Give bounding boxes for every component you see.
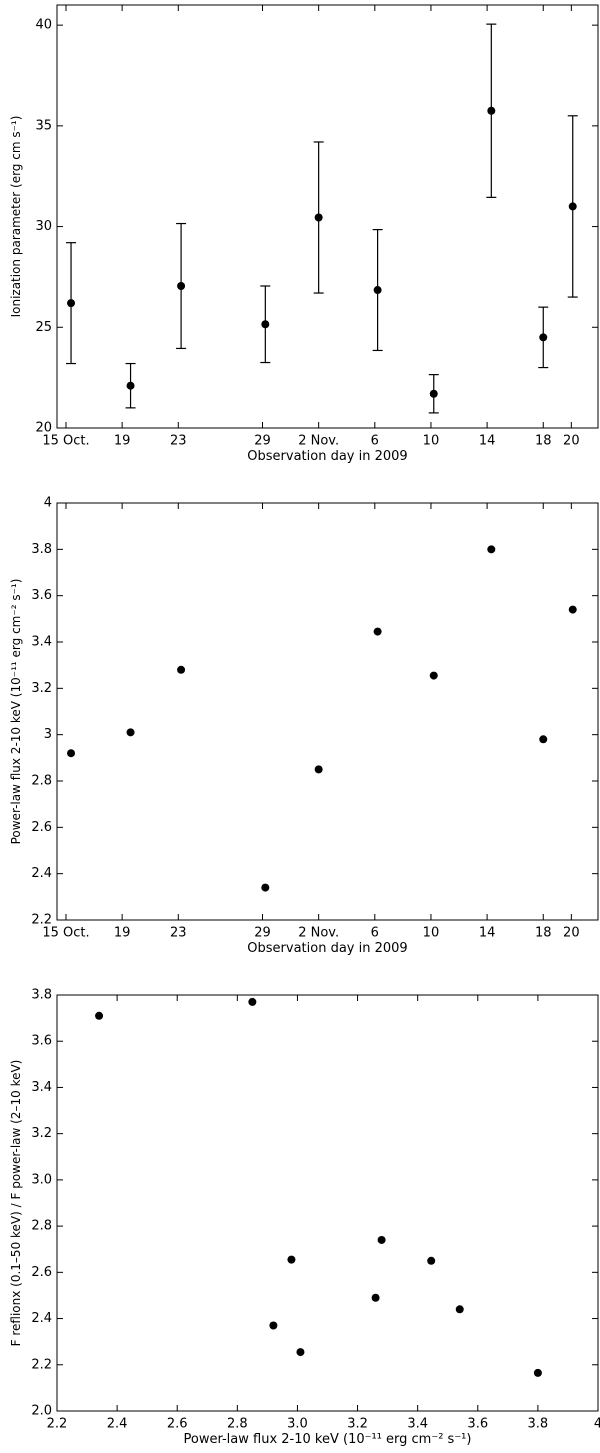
plot-frame (56, 4, 599, 429)
x-tick-label: 6 (371, 434, 379, 449)
x-tick-label: 23 (170, 434, 187, 449)
y-tick-label: 3.8 (31, 542, 52, 557)
point (377, 1235, 386, 1244)
x-tick-label: 3.8 (528, 1417, 549, 1432)
point (126, 381, 135, 390)
x-tick-label: 2.4 (107, 1417, 128, 1432)
point (126, 728, 135, 737)
x-tick-label: 19 (114, 926, 131, 941)
y-tick-label: 3.6 (31, 588, 52, 603)
point (373, 627, 382, 636)
y-tick-label: 3.4 (31, 1080, 52, 1095)
y-tick-label: 2.4 (31, 1311, 52, 1326)
x-tick-label: 29 (254, 926, 271, 941)
point (533, 1368, 542, 1377)
point (371, 1293, 380, 1302)
x-axis-label: Observation day in 2009 (247, 941, 407, 956)
x-tick-label: 18 (535, 434, 552, 449)
y-tick-label: 3.8 (31, 988, 52, 1003)
x-tick-label: 14 (479, 926, 496, 941)
x-tick-label: 15 Oct. (42, 434, 89, 449)
y-tick-label: 35 (35, 118, 52, 133)
y-tick-label: 3 (44, 727, 52, 742)
y-tick-label: 2.0 (31, 1404, 52, 1419)
point (539, 333, 548, 342)
y-tick-label: 2.8 (31, 774, 52, 789)
x-tick-label: 2 Nov. (298, 926, 339, 941)
point (261, 320, 270, 329)
x-axis-label: Power-law flux 2-10 keV (10⁻¹¹ erg cm⁻² … (184, 1432, 472, 1447)
x-tick-label: 14 (479, 434, 496, 449)
plot-frame (56, 994, 599, 1412)
point (568, 605, 577, 614)
x-tick-label: 10 (423, 434, 440, 449)
point (67, 299, 76, 308)
point (427, 1256, 436, 1265)
point (314, 765, 323, 774)
x-axis-label: Observation day in 2009 (247, 449, 407, 464)
point (455, 1305, 464, 1314)
point (287, 1255, 296, 1264)
y-tick-label: 2.4 (31, 866, 52, 881)
point (568, 202, 577, 211)
x-tick-label: 3.2 (347, 1417, 368, 1432)
y-axis-label: Power-law flux 2-10 keV (10⁻¹¹ erg cm⁻² … (9, 579, 23, 845)
point (487, 106, 496, 115)
x-tick-label: 10 (423, 926, 440, 941)
y-axis-label: Ionization parameter (erg cm s⁻¹) (9, 116, 23, 318)
y-tick-label: 4 (44, 496, 52, 511)
point (177, 281, 186, 290)
point (296, 1348, 305, 1357)
x-tick-label: 3.6 (467, 1417, 488, 1432)
point (429, 389, 438, 398)
x-tick-label: 3.4 (407, 1417, 428, 1432)
x-tick-label: 20 (563, 926, 580, 941)
y-tick-label: 2.6 (31, 1265, 52, 1280)
x-tick-label: 2.6 (167, 1417, 188, 1432)
y-tick-label: 2.2 (31, 1357, 52, 1372)
x-tick-label: 18 (535, 926, 552, 941)
point (487, 545, 496, 554)
y-tick-label: 3.2 (31, 1126, 52, 1141)
y-tick-label: 3.4 (31, 635, 52, 650)
y-tick-label: 25 (35, 320, 52, 335)
x-tick-label: 3.0 (287, 1417, 308, 1432)
point (177, 665, 186, 674)
x-tick-label: 19 (114, 434, 131, 449)
point (269, 1321, 278, 1330)
point (539, 735, 548, 744)
x-tick-label: 29 (254, 434, 271, 449)
y-tick-label: 3.0 (31, 1172, 52, 1187)
y-tick-label: 40 (35, 18, 52, 33)
y-axis-label: F reflionx (0.1–50 keV) / F power-law (2… (9, 1060, 23, 1347)
point (248, 997, 257, 1006)
y-tick-label: 2.2 (31, 913, 52, 928)
point (429, 671, 438, 680)
x-tick-label: 2.2 (47, 1417, 68, 1432)
x-tick-label: 6 (371, 926, 379, 941)
y-tick-label: 20 (35, 421, 52, 436)
x-tick-label: 2.8 (227, 1417, 248, 1432)
plot-frame (56, 502, 599, 921)
x-tick-label: 2 Nov. (298, 434, 339, 449)
point (261, 883, 270, 892)
point (314, 213, 323, 222)
point (95, 1011, 104, 1020)
y-tick-label: 3.6 (31, 1034, 52, 1049)
point (373, 286, 382, 295)
x-tick-label: 23 (170, 926, 187, 941)
y-tick-label: 2.6 (31, 820, 52, 835)
point (67, 749, 76, 758)
x-tick-label: 20 (563, 434, 580, 449)
x-tick-label: 15 Oct. (42, 926, 89, 941)
y-tick-label: 3.2 (31, 681, 52, 696)
x-tick-label: 4 (594, 1417, 600, 1432)
y-tick-label: 30 (35, 219, 52, 234)
y-tick-label: 2.8 (31, 1219, 52, 1234)
